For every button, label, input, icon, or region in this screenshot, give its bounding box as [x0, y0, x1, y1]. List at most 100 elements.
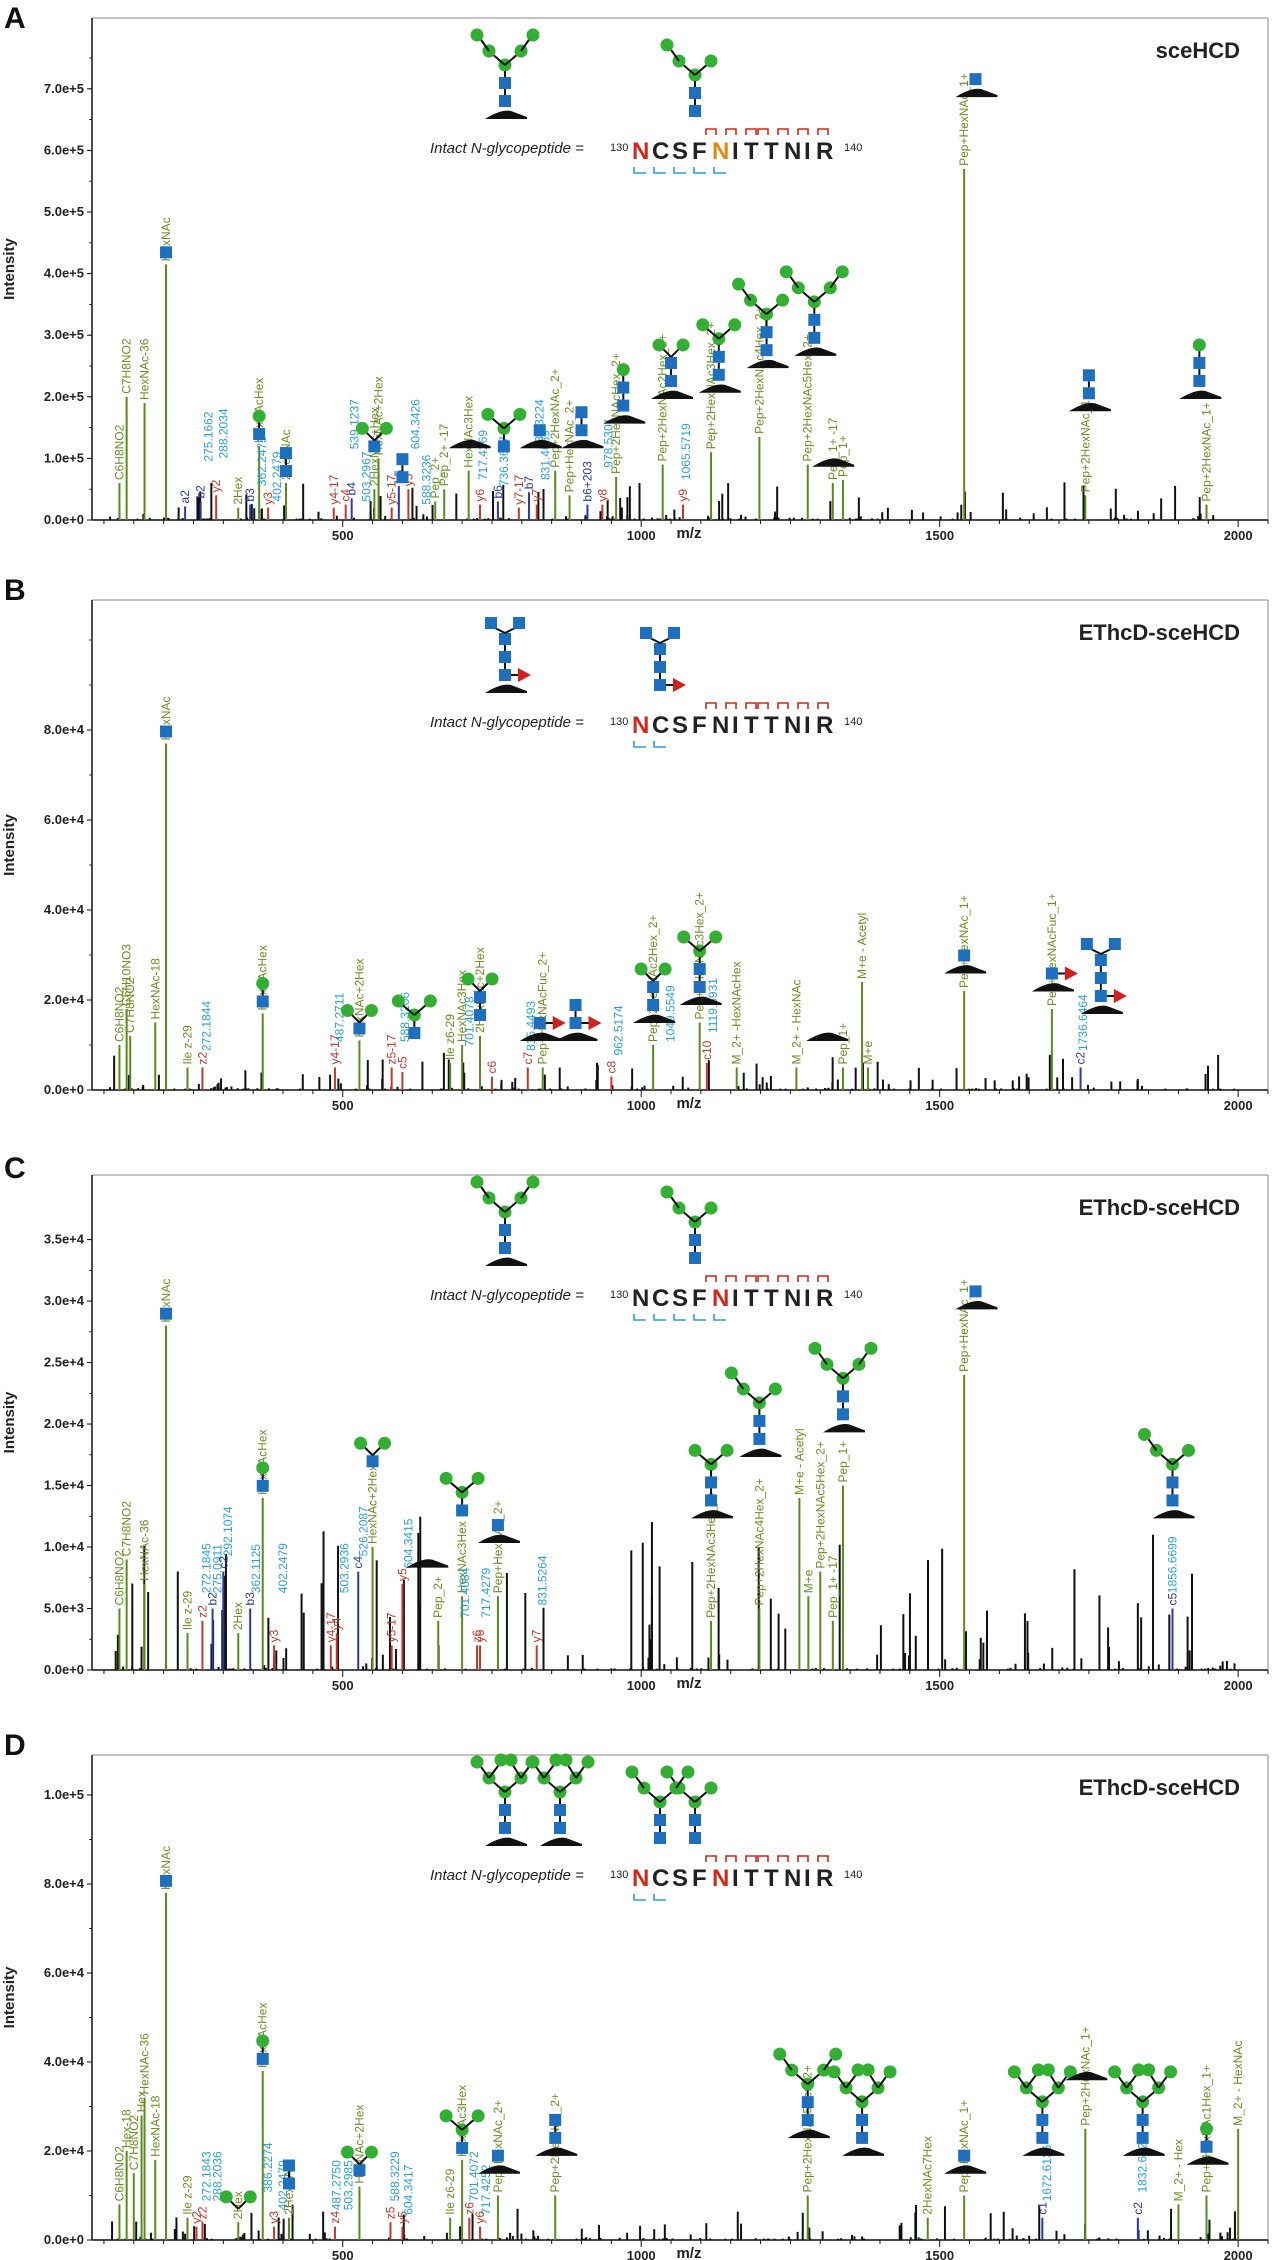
- y-tick-label: 6.0e+4: [44, 812, 85, 827]
- sequence-residue: C: [652, 138, 669, 165]
- glycan-icon: [696, 318, 742, 393]
- c-fragment-bracket: [673, 1314, 686, 1321]
- peak-label: 288.2036: [210, 2151, 224, 2201]
- peak-label: HexNAc3Hex: [455, 1521, 469, 1593]
- glycan-icon: [280, 447, 293, 478]
- x-axis-title: m/z: [676, 1675, 701, 1692]
- c-fragment-bracket: [633, 1314, 646, 1321]
- sequence-residue: T: [744, 1285, 759, 1312]
- y-axis-title: Intensity: [1, 1966, 18, 2028]
- glycan-icon: [219, 2190, 257, 2210]
- intact-glycan-structures: [470, 1753, 718, 1846]
- glycan-icon: [354, 1436, 392, 1468]
- peak-label: Pep+HexNAc_2+: [491, 2100, 505, 2193]
- peak-label: Pep+2HexNAc_1+: [1200, 402, 1214, 501]
- peak-label: z2: [195, 1052, 209, 1065]
- x-tick-label: 500: [332, 2248, 354, 2260]
- y-tick-label: 2.0e+4: [44, 992, 85, 1007]
- sequence-residue: T: [764, 712, 779, 739]
- peak-label: c2: [1131, 2202, 1145, 2215]
- sequence-residue: I: [804, 712, 811, 739]
- x-tick-label: 1000: [627, 528, 656, 543]
- c-fragment-bracket: [693, 1314, 706, 1321]
- y-fragment-bracket: [705, 1275, 717, 1282]
- peak-label: 604.3415: [401, 1518, 415, 1568]
- glycan-icon: [406, 1559, 449, 1568]
- peak-label: Pep+2HexNAc5Hex_2+: [813, 1441, 827, 1568]
- x-tick-label: 1000: [627, 2248, 656, 2260]
- x-axis-title: m/z: [676, 525, 701, 542]
- glycan-icon: [477, 2149, 520, 2174]
- peak-label: Pep_2+ -17: [437, 423, 451, 486]
- glycan-icon: [1080, 938, 1127, 1014]
- peak-label: c2: [216, 1556, 230, 1569]
- peak-label: Pep+2HexNAc_2+: [548, 368, 562, 467]
- peak-label: HexNAc+2Hex: [366, 1465, 380, 1544]
- peak-label: 1672.6136: [1040, 2144, 1054, 2201]
- c-fragment-bracket: [653, 741, 666, 748]
- sequence-label: Intact N-glycopeptide =: [430, 140, 584, 157]
- sequence-residue: T: [744, 1865, 759, 1892]
- peak-label: Pep_1+: [836, 1441, 850, 1483]
- sequence-start: 130: [610, 1869, 628, 1881]
- y-fragment-bracket: [705, 1855, 717, 1862]
- y-tick-label: 4.0e+4: [44, 2054, 85, 2069]
- y-fragment-bracket: [745, 1855, 757, 1862]
- method-title: sceHCD: [1156, 38, 1240, 63]
- peak-label: M_2+ -HexNAcHex: [730, 961, 744, 1064]
- peak-label: Ile z-29: [181, 1025, 195, 1065]
- peak-label: y8: [595, 489, 609, 502]
- y-fragment-bracket: [797, 128, 809, 135]
- peak-label: 1049.5549: [663, 985, 677, 1042]
- glycan-markers: [160, 1285, 1195, 1568]
- peak-label: C6H8NO2: [112, 1550, 126, 1606]
- glycan-icon: [256, 2034, 270, 2065]
- peak-label: c10: [700, 1040, 714, 1060]
- peak-label: C7H8NO2: [127, 2115, 141, 2171]
- glycan-icon: [773, 2047, 843, 2139]
- peak-label: M_2+ - HexNAc: [1231, 2041, 1245, 2126]
- peak-label: c5: [1165, 1593, 1179, 1606]
- sequence-residue: R: [816, 1285, 833, 1312]
- c-fragment-bracket: [653, 167, 666, 174]
- peak-label: y6: [473, 489, 487, 502]
- peak-label: HexNAc+2Hex: [372, 376, 386, 455]
- sequence-residue: I: [732, 1865, 739, 1892]
- x-tick-label: 500: [332, 1098, 354, 1113]
- glycan-icon: [561, 406, 604, 449]
- peak-label: M_2+ - Hex: [1171, 2139, 1185, 2201]
- y-fragment-bracket: [725, 702, 737, 709]
- peak-label: 362.1125: [249, 1544, 263, 1593]
- y-tick-label: 2.0e+5: [44, 389, 84, 404]
- peak-label: c6: [485, 1061, 499, 1074]
- peak-label: Pep+HexNAc_1+: [957, 2100, 971, 2193]
- peak-label: y7: [530, 1629, 544, 1642]
- peak-label: M+e - Acetyl: [855, 913, 869, 979]
- glycan-icon: [160, 246, 173, 259]
- sequence-residue: S: [672, 138, 688, 165]
- peak-label: b6: [491, 485, 505, 499]
- y-tick-label: 1.0e+4: [44, 1539, 85, 1554]
- peak-label: C6H8NO2: [112, 2146, 126, 2202]
- glycan-icon: [955, 73, 998, 98]
- y-tick-label: 8.0e+4: [44, 1876, 85, 1891]
- x-tick-label: 500: [332, 528, 354, 543]
- y-tick-label: 1.5e+4: [44, 1478, 85, 1493]
- peak-label: 487.2750: [330, 2160, 344, 2210]
- peak-label: z2: [195, 1605, 209, 1618]
- peak-label: z6: [462, 2202, 476, 2215]
- glycan-icon: [448, 439, 491, 449]
- peak-label: 978.5301: [601, 417, 615, 467]
- sequence-residue: F: [692, 712, 707, 739]
- y-fragment-bracket: [777, 128, 789, 135]
- glycan-icon: [677, 930, 723, 1005]
- peak-label: b7: [522, 476, 536, 490]
- peak-label: z4: [328, 2211, 342, 2224]
- glycan-icon: [806, 1032, 849, 1041]
- sequence-residue: N: [712, 138, 729, 165]
- y-tick-label: 8.0e+4: [44, 722, 85, 737]
- y-fragment-bracket: [817, 1855, 829, 1862]
- x-tick-label: 2000: [1224, 1098, 1253, 1113]
- y-fragment-bracket: [757, 702, 769, 709]
